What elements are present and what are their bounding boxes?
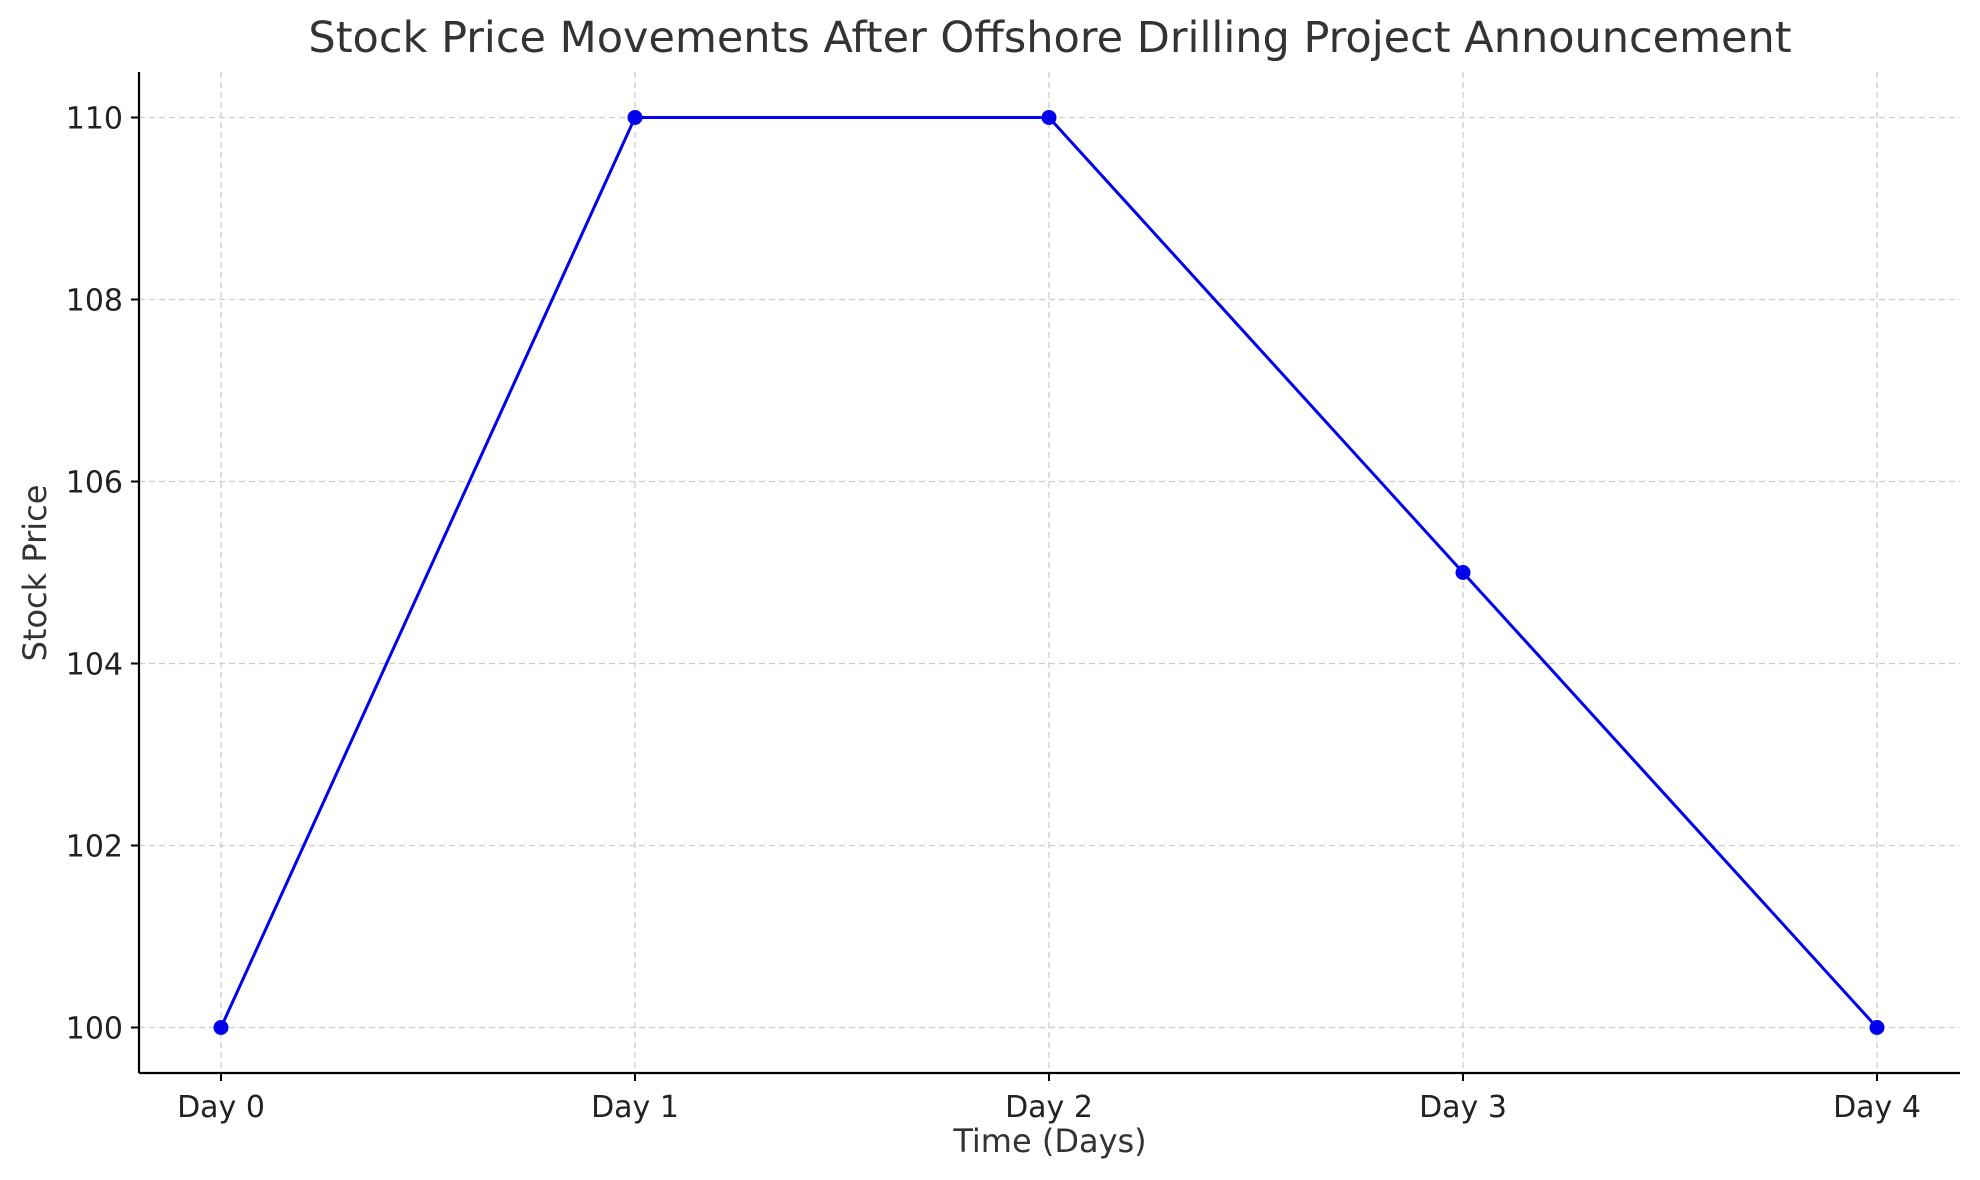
data-point (627, 110, 643, 125)
x-axis-label: Time (Days) (952, 1122, 1146, 1160)
grid (139, 72, 1960, 1073)
data-point (1869, 1020, 1885, 1035)
x-tick-label: Day 1 (591, 1090, 679, 1125)
data-point (213, 1020, 229, 1035)
chart-title: Stock Price Movements After Offshore Dri… (308, 13, 1791, 63)
x-tick-label: Day 4 (1833, 1090, 1921, 1125)
data-point (1455, 565, 1471, 580)
y-axis-label: Stock Price (16, 485, 54, 662)
data-point (1041, 110, 1057, 125)
x-tick-label: Day 2 (1005, 1090, 1093, 1125)
series (213, 110, 1885, 1035)
y-tick-label: 102 (66, 830, 123, 865)
ticks: Day 0 Day 1 Day 2 Day 3 Day 4 100 102 104 106 108… (66, 102, 1921, 1126)
y-tick-label: 108 (66, 284, 123, 319)
y-tick-label: 104 (66, 648, 123, 683)
x-tick-label: Day 3 (1419, 1090, 1507, 1125)
y-tick-label: 106 (66, 466, 123, 501)
x-tick-label: Day 0 (177, 1090, 265, 1125)
y-tick-label: 100 (66, 1012, 123, 1047)
y-tick-label: 110 (66, 102, 123, 137)
